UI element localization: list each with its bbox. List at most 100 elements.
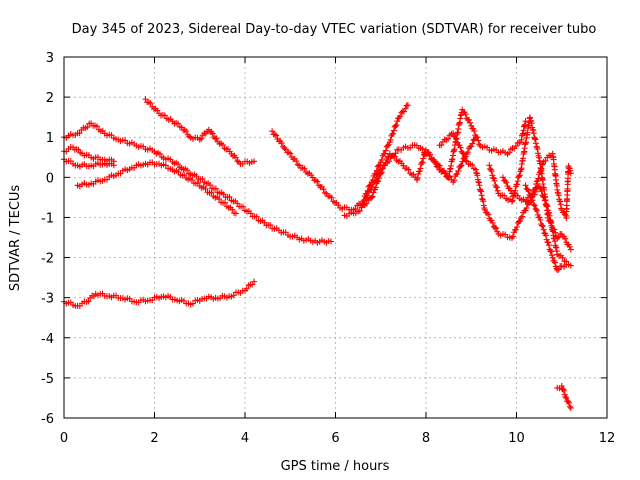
data-point	[420, 155, 427, 162]
data-point	[551, 226, 558, 233]
data-point	[531, 186, 538, 193]
data-point	[247, 210, 254, 217]
grid-lines	[64, 57, 607, 418]
data-point	[368, 186, 375, 193]
data-point	[207, 182, 214, 189]
data-point	[506, 149, 513, 156]
data-point	[562, 211, 569, 218]
data-point	[457, 144, 464, 151]
data-point	[360, 201, 367, 208]
data-point	[278, 140, 285, 147]
data-point	[560, 386, 567, 393]
data-point	[232, 154, 239, 161]
data-point	[487, 166, 494, 173]
data-point	[385, 158, 392, 165]
data-point	[85, 298, 92, 305]
data-point	[451, 177, 458, 184]
data-point	[540, 226, 547, 233]
data-point	[488, 217, 495, 224]
plot-frame	[63, 56, 608, 419]
data-point	[565, 399, 572, 406]
data-point	[523, 204, 530, 211]
data-point	[271, 131, 278, 138]
y-tick-label: -3	[41, 292, 54, 307]
data-point	[328, 194, 335, 201]
data-point	[93, 123, 100, 130]
data-point	[493, 225, 500, 232]
data-point	[551, 257, 558, 264]
data-point	[369, 193, 376, 200]
chart-title: Day 345 of 2023, Sidereal Day-to-day VTE…	[72, 22, 597, 37]
series-arc-10	[436, 130, 570, 265]
data-point	[321, 189, 328, 196]
data-point	[509, 233, 516, 240]
data-point	[234, 200, 241, 207]
data-point	[416, 168, 423, 175]
data-point	[253, 213, 260, 220]
data-point	[539, 161, 546, 168]
data-point	[537, 168, 544, 175]
data-point	[219, 141, 226, 148]
data-point	[436, 162, 443, 169]
data-point	[493, 183, 500, 190]
data-point	[361, 197, 368, 204]
data-point	[567, 170, 574, 177]
data-point	[542, 232, 549, 239]
data-point	[243, 285, 250, 292]
data-point	[356, 207, 363, 214]
data-point	[474, 134, 481, 141]
data-point	[467, 119, 474, 126]
data-point	[208, 189, 215, 196]
data-point	[552, 229, 559, 236]
data-point	[460, 150, 467, 157]
data-point	[281, 144, 288, 151]
data-point	[251, 278, 258, 285]
data-point	[462, 157, 469, 164]
data-point	[465, 116, 472, 123]
y-tick-label: -6	[41, 412, 54, 427]
data-point	[548, 248, 555, 255]
data-point	[364, 192, 371, 199]
data-point	[542, 157, 549, 164]
data-point	[175, 161, 182, 168]
data-point	[529, 197, 536, 204]
data-point	[524, 186, 531, 193]
data-point	[229, 206, 236, 213]
data-point	[156, 150, 163, 157]
data-point	[567, 167, 574, 174]
data-point	[402, 105, 409, 112]
x-tick-label: 8	[422, 431, 430, 446]
data-point	[555, 266, 562, 273]
data-point	[516, 218, 523, 225]
data-point	[392, 150, 399, 157]
data-point	[375, 162, 382, 169]
data-point	[76, 130, 83, 137]
data-point	[280, 143, 287, 150]
data-point	[232, 210, 239, 217]
y-axis-label: SDTVAR / TECUs	[8, 185, 23, 292]
x-tick-label: 4	[241, 431, 249, 446]
data-point	[457, 163, 464, 170]
data-point	[566, 243, 573, 250]
data-point	[519, 213, 526, 220]
data-point	[221, 199, 228, 206]
data-point	[516, 172, 523, 179]
x-axis-label: GPS time / hours	[281, 459, 390, 474]
data-point	[567, 404, 574, 411]
data-point	[535, 175, 542, 182]
data-point	[84, 124, 91, 131]
data-point	[502, 178, 509, 185]
data-point	[212, 185, 219, 192]
data-point	[385, 141, 392, 148]
data-point	[398, 109, 405, 116]
data-point	[469, 161, 476, 168]
data-point	[545, 214, 552, 221]
data-point	[372, 184, 379, 191]
series-arc-3	[61, 156, 117, 170]
data-point	[512, 226, 519, 233]
y-tick-label: 3	[46, 51, 54, 66]
data-point	[559, 254, 566, 261]
data-point	[471, 128, 478, 135]
data-point	[209, 130, 216, 137]
data-point	[414, 175, 421, 182]
